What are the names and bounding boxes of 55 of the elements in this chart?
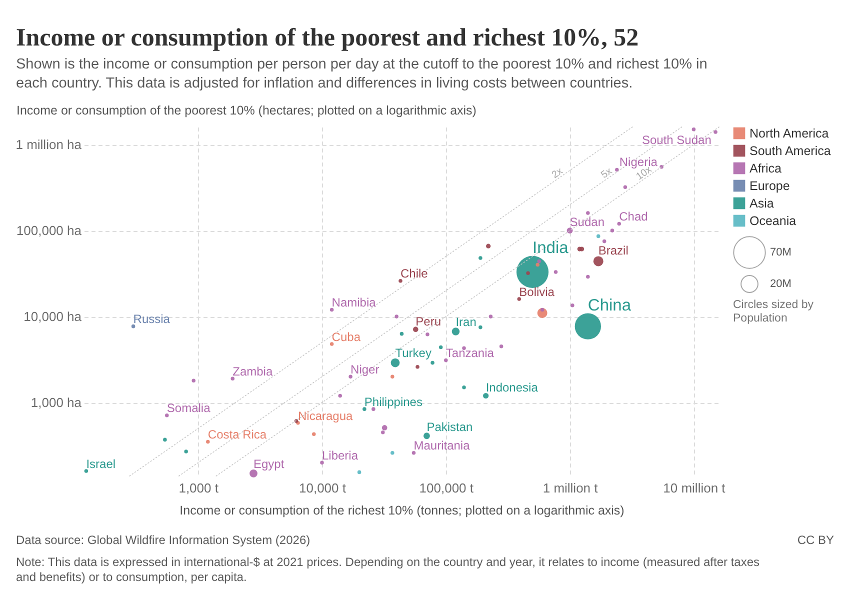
annotation: Philippines [364,394,422,409]
annotation: Peru [416,314,442,328]
annotation: Nigeria [619,154,658,169]
annotation: China [588,296,632,315]
y-tick-label: 10,000 ha [24,309,82,324]
annotation: Egypt [254,456,285,471]
annotation: Sudan [570,215,605,230]
annotation: Indonesia [486,380,538,395]
annotation: Namibia [332,296,376,310]
annotation: Russia [133,312,170,326]
legend-label: North America [750,126,829,140]
text: 5x [599,166,614,182]
legend-title: Circles sized by Population [733,299,814,324]
text: 2x [550,166,566,182]
annotation: Somalia [166,401,211,416]
annotation: Brazil [598,244,628,258]
annotation: Nicaragua [298,408,354,423]
annotation: Chile [400,266,428,281]
legend-label: Africa [750,161,782,176]
annotation: Turkey [395,346,432,360]
source-note: Data source: Global Wildfire Information System (2026) [16,533,310,547]
annotation: South Sudan [642,133,712,148]
annotation: Tanzania [446,346,494,360]
annotation: Israel [86,456,116,471]
text: Note: This data is expressed in international-$ at 2021 prices. Depending on the country and year, it relates to income (measured after taxes and benefits) or to consumption, per capita. [16,555,760,584]
x-tick-label: 10,000 t [298,480,346,496]
annotation: Iran [456,315,476,330]
x-tick-label: 1 million t [542,480,598,496]
text: CC BY [797,533,834,547]
annotation: Chad [619,210,648,224]
annotation: Mauritania [414,438,470,453]
y-tick-label: 100,000 ha [16,223,82,238]
annotation: Cuba [332,330,361,344]
legend-label: Europe [750,178,790,193]
x-tick-label: 100,000 t [419,480,474,496]
legend-label: Asia [750,196,774,210]
legend-label: South America [750,144,831,158]
annotation: Bolivia [519,284,555,299]
y-tick-label: 1,000 ha [30,395,82,410]
y-axis-title: Income or consumption of the poorest 10% (hectares; plotted on a logarithmic axis) [16,104,476,118]
chart-title: Income or consumption of the poorest and richest 10%, 52 [16,24,639,52]
annotation: India [532,238,570,257]
legend-label: Oceania [750,214,796,228]
legend-label: 20M [770,278,792,290]
annotation: Liberia [322,448,358,463]
annotation: Pakistan [426,420,473,434]
x-tick-label: 1,000 t [178,480,219,496]
x-axis-title: Income or consumption of the richest 10% (tonnes; plotted on a logarithmic axis) [180,504,624,518]
annotation: Costa Rica [208,428,267,442]
legend-label: 70M [770,246,792,258]
x-tick-label: 10 million t [663,480,726,496]
chart-subtitle: Shown is the income or consumption per person per day at the cutoff to the poorest 10% and richest 10% in each country. This data is adjusted for inflation and differences in living costs between countries. [16,56,708,92]
annotation: Zambia [232,364,273,378]
annotation: Niger [350,362,380,377]
y-tick-label: 1 million ha [16,137,82,152]
